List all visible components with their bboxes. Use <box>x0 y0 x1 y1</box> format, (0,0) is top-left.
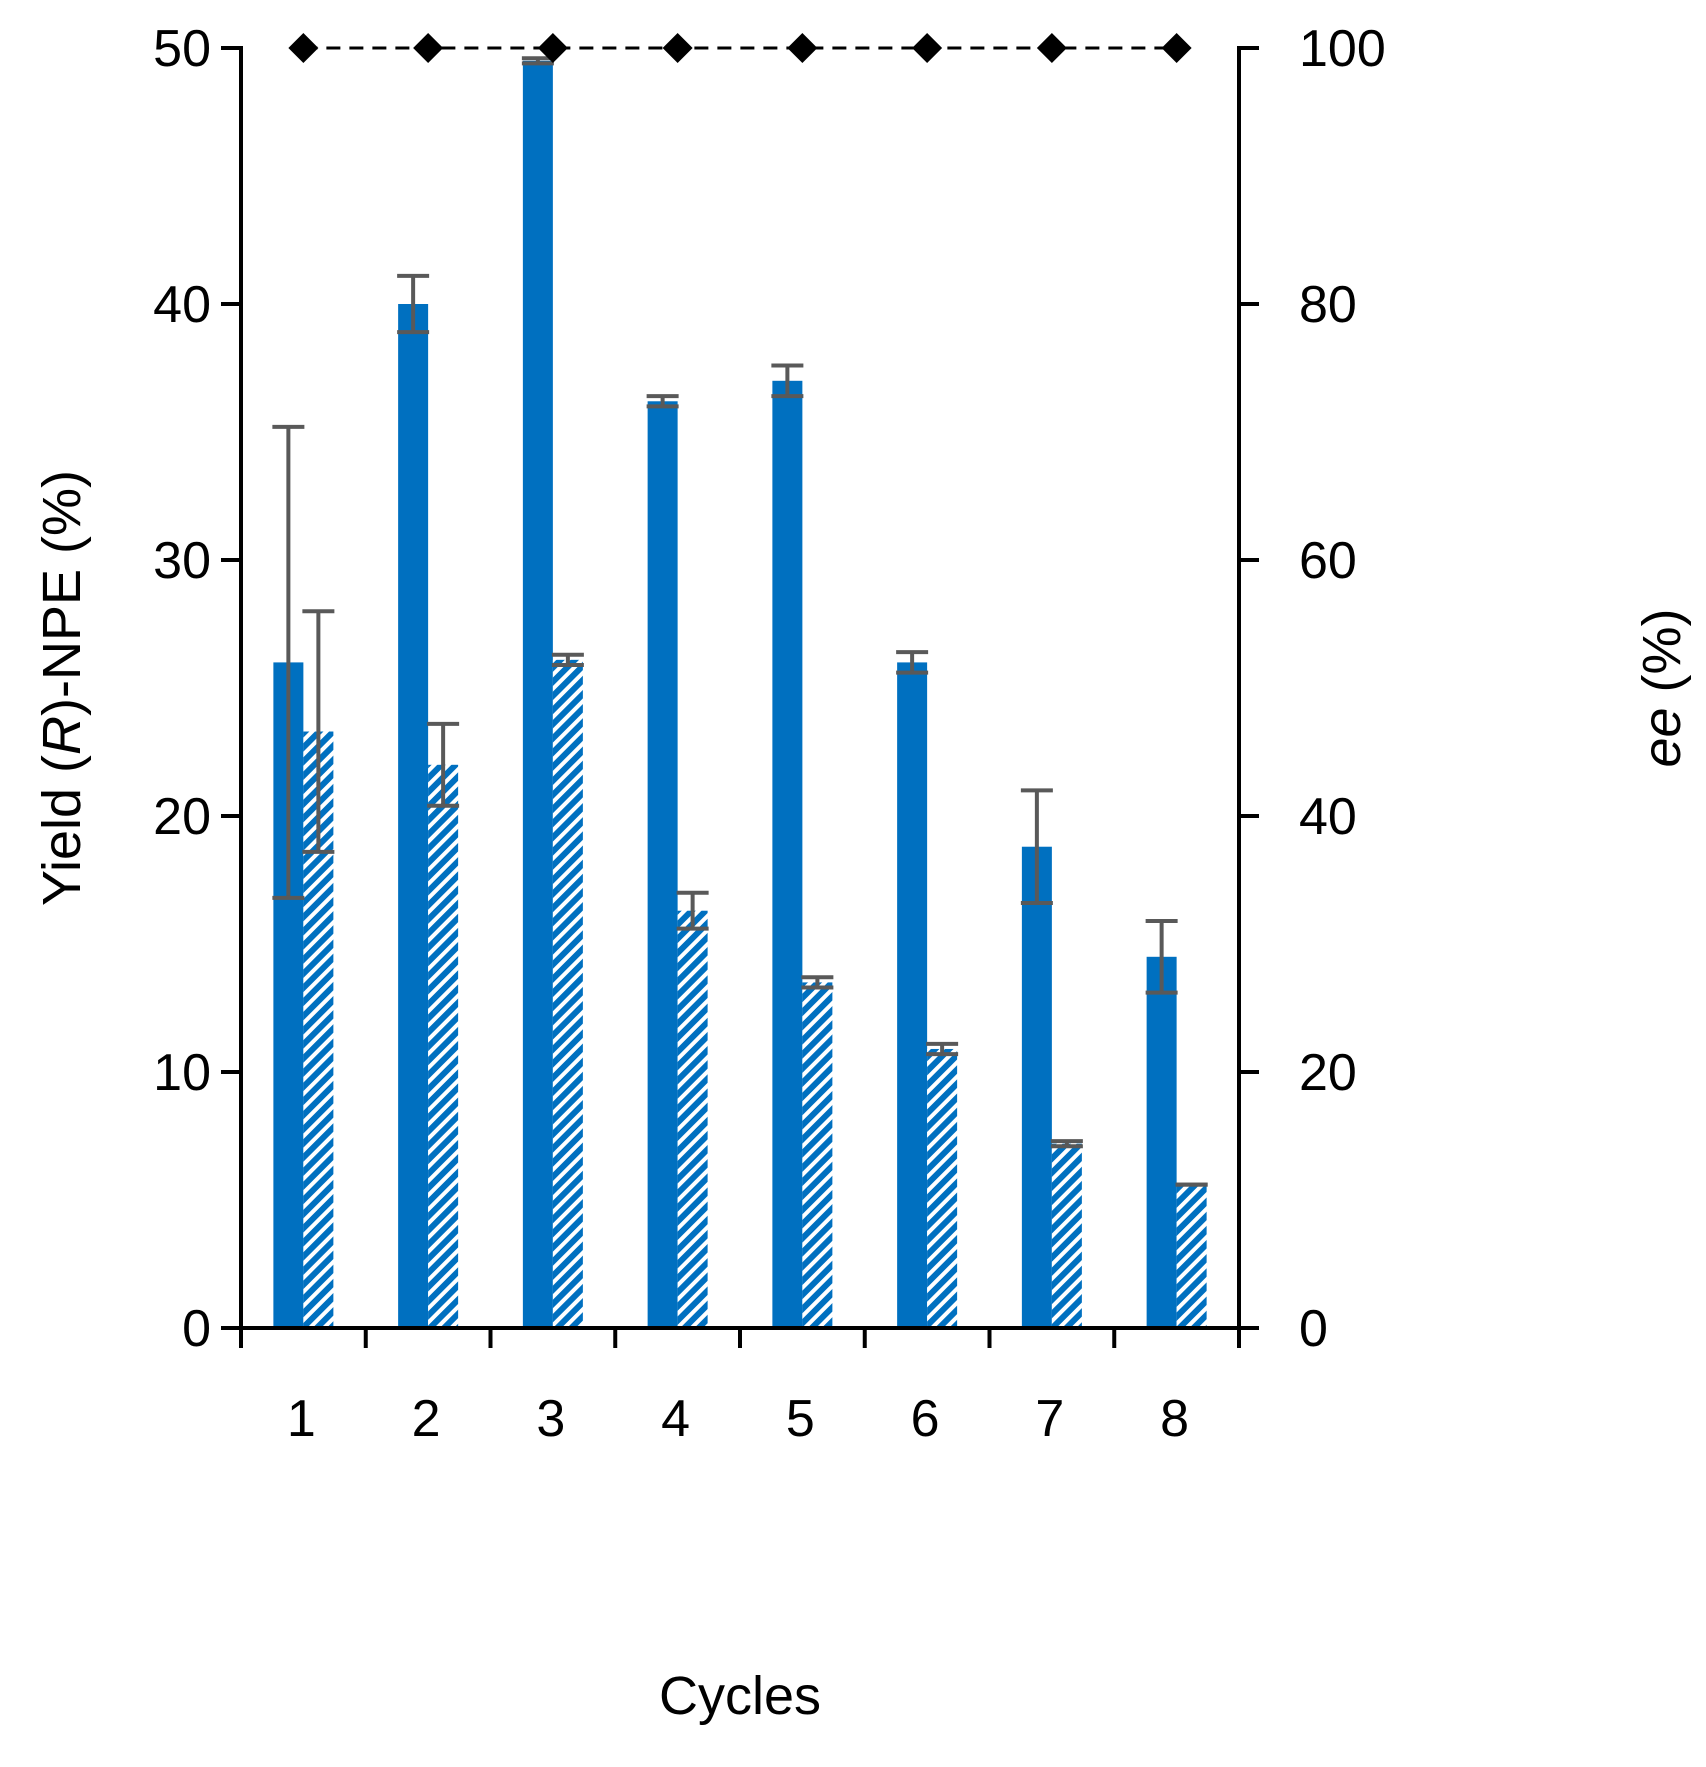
yield-hatched-error-bar <box>302 609 335 854</box>
x-axis-title: Cycles <box>659 1666 821 1726</box>
x-tick-label: 2 <box>412 1390 441 1448</box>
yield-solid-bar <box>398 304 429 1328</box>
yield-solid-bar <box>647 401 678 1328</box>
right-y-tick-label: 0 <box>1299 1300 1328 1358</box>
x-tick-label: 1 <box>287 1390 316 1448</box>
yield-solid-bar <box>1021 846 1052 1328</box>
left-y-tick-label: 0 <box>182 1300 211 1358</box>
yield-solid-error-bar <box>646 394 679 409</box>
yield-solid-error-bar <box>1145 918 1178 995</box>
yield-hatched-error-bar <box>427 721 460 808</box>
yield-hatched-error-bar <box>676 890 709 931</box>
yield-hatched-bar <box>802 982 833 1328</box>
x-tick-label: 4 <box>661 1390 690 1448</box>
right-y-tick-label: 80 <box>1299 276 1357 334</box>
right-y-tick-label: 100 <box>1299 20 1386 78</box>
ee-marker <box>413 33 444 63</box>
yield-solid-error-bar <box>272 424 305 900</box>
yield-hatched-bar <box>1176 1184 1207 1328</box>
yield-solid-bar <box>1146 956 1177 1328</box>
yield-hatched-error-bar <box>801 975 834 990</box>
left-y-tick-label: 40 <box>153 276 211 334</box>
yield-hatched-bar <box>552 659 583 1328</box>
yield-solid-error-bar <box>771 363 804 399</box>
left-y-axis-title-suffix: )-NPE (%) <box>32 470 92 716</box>
right-y-tick-label: 60 <box>1299 532 1357 590</box>
yield-solid-error-bar <box>397 273 430 335</box>
left-y-tick-label: 30 <box>153 532 211 590</box>
ticks-layer: 0 10 20 30 40 50 0 20 40 60 80 100 1 2 3 4 5 6 7 8 <box>153 20 1386 1448</box>
x-tick-label: 7 <box>1035 1390 1064 1448</box>
axes-layer <box>221 46 1259 1330</box>
yield-hatched-bar <box>1051 1143 1082 1328</box>
ee-marker <box>912 33 943 63</box>
right-y-tick-label: 20 <box>1299 1044 1357 1102</box>
yield-hatched-bar <box>927 1048 958 1328</box>
yield-solid-bar <box>522 60 553 1328</box>
x-tick-label: 6 <box>911 1390 940 1448</box>
yield-hatched-error-bar <box>926 1041 959 1057</box>
ee-marker <box>662 33 693 63</box>
yield-hatched-bar <box>428 764 459 1328</box>
yield-solid-error-bar <box>896 650 929 675</box>
yield-hatched-error-bar <box>551 652 584 667</box>
right-y-axis-title-italic: ee <box>1632 707 1692 767</box>
right-y-axis-title: ee (%) <box>1632 608 1692 767</box>
ee-marker <box>1161 33 1192 63</box>
left-y-tick-label: 50 <box>153 20 211 78</box>
yield-solid-bar <box>897 662 928 1328</box>
ee-marker <box>537 33 568 63</box>
x-tick-label: 5 <box>786 1390 815 1448</box>
ee-marker <box>288 33 319 63</box>
yield-hatched-bar <box>677 910 708 1328</box>
left-y-axis-title: Yield (R)-NPE (%) <box>32 470 92 906</box>
x-tick-label: 3 <box>536 1390 565 1448</box>
ee-marker <box>787 33 818 63</box>
left-y-axis-title-italic: R <box>32 716 92 755</box>
yield-solid-error-bar <box>1020 788 1053 906</box>
bars-layer <box>273 60 1207 1328</box>
ee-marker <box>1036 33 1067 63</box>
ee-series-layer <box>288 33 1192 63</box>
left-y-axis-title-prefix: Yield ( <box>32 755 92 906</box>
left-y-tick-label: 10 <box>153 1044 211 1102</box>
left-y-tick-label: 20 <box>153 788 211 846</box>
right-y-axis-title-suffix: (%) <box>1632 608 1692 707</box>
yield-solid-bar <box>772 380 803 1328</box>
yield-hatched-error-bar <box>1050 1139 1083 1149</box>
x-tick-label: 8 <box>1160 1390 1189 1448</box>
right-y-tick-label: 40 <box>1299 788 1357 846</box>
